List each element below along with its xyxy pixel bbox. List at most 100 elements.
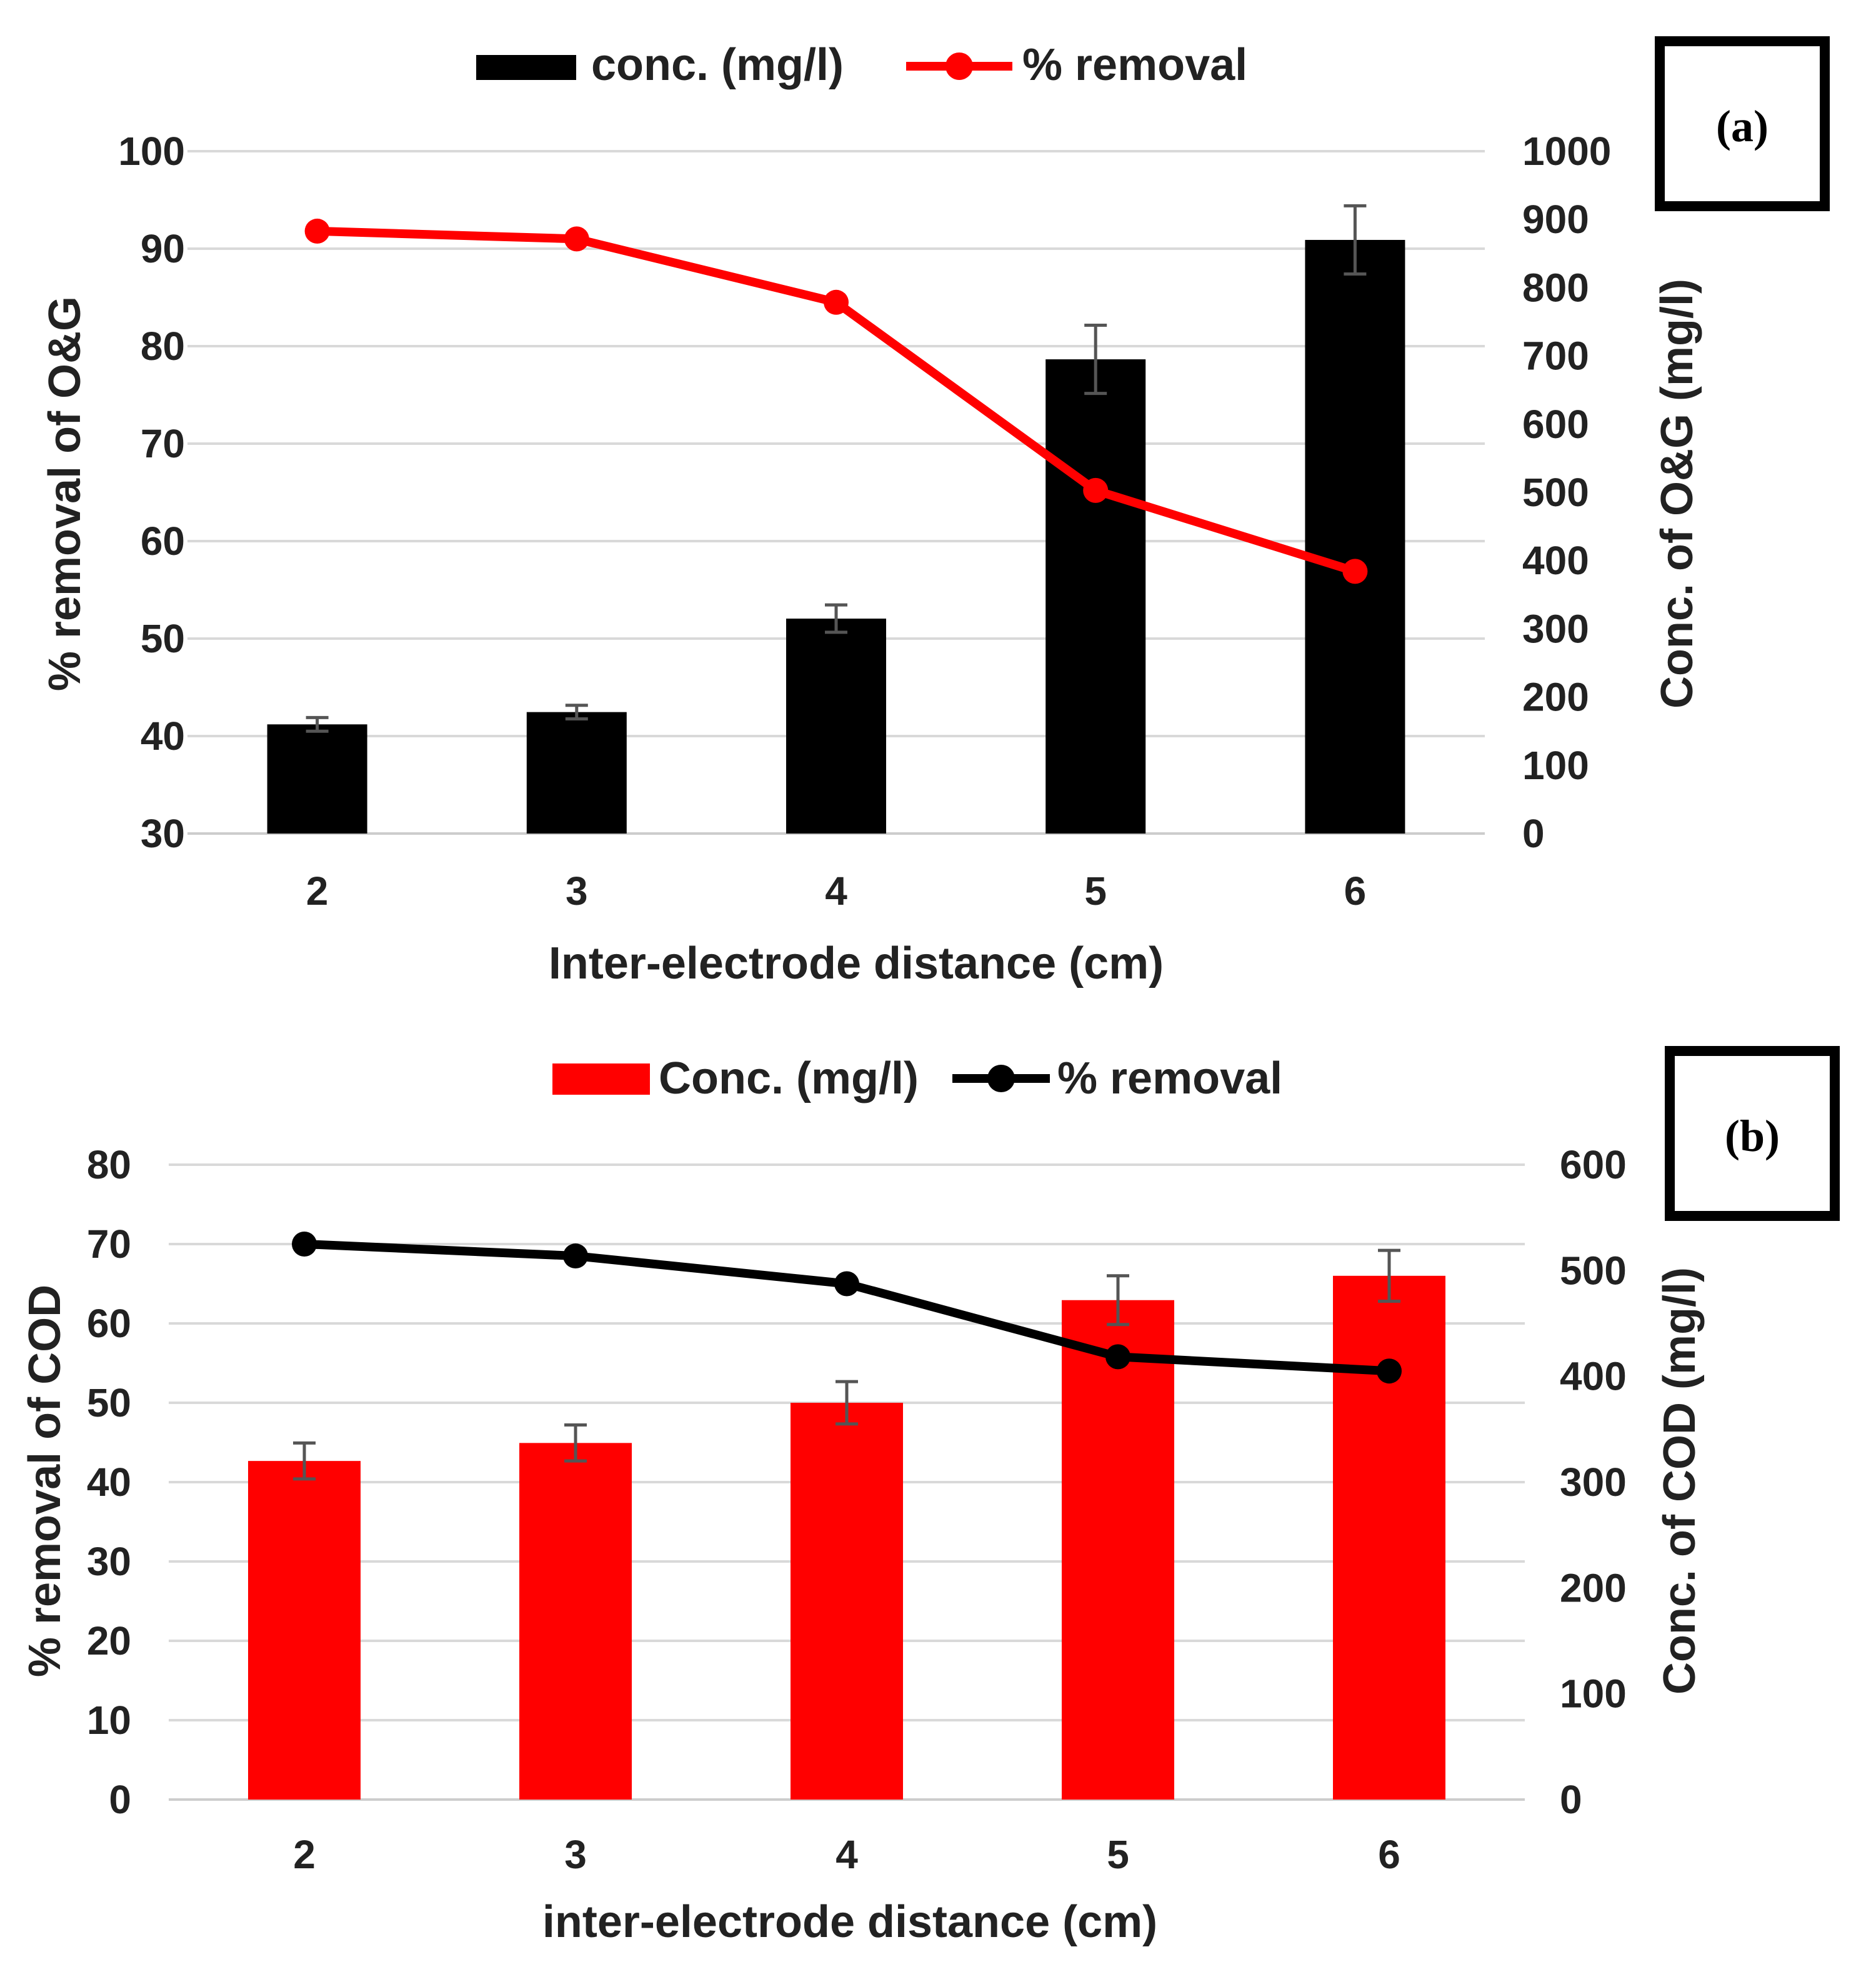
panel-a-right-tick-label: 400	[1522, 538, 1589, 583]
panel-b-tag: (b)	[1725, 1111, 1780, 1161]
panel-b-removal-marker	[834, 1271, 859, 1297]
panel-a-removal-marker	[564, 226, 589, 252]
panel-b-removal-marker	[1105, 1344, 1130, 1370]
panel-b-error-bar	[1107, 1274, 1129, 1327]
panel-b-right-tick-label: 400	[1560, 1354, 1627, 1399]
panel-b-legend-bar-label: Conc. (mg/l)	[659, 1053, 919, 1103]
panel-b-removal-marker	[1377, 1358, 1402, 1384]
panel-b-x-axis-title: inter-electrode distance (cm)	[542, 1897, 1157, 1947]
panel-a-bar	[526, 712, 627, 834]
panel-b-legend: Conc. (mg/l) % removal	[552, 1053, 1282, 1103]
panel-b-x-tick-label: 5	[1107, 1832, 1129, 1877]
panel-a-left-tick-label: 40	[141, 714, 185, 759]
panel-a-legend-bar-label: conc. (mg/l)	[591, 40, 844, 90]
panel-a-error-bar	[1084, 323, 1107, 396]
panel-b-left-tick-label: 40	[87, 1460, 131, 1505]
panel-a-bar	[1045, 359, 1146, 834]
panel-a-left-tick-label: 60	[141, 519, 185, 564]
panel-a-legend-line-label: % removal	[1022, 40, 1247, 90]
panel-b-left-ticks: 0 10 20 30 40 50 60 70 80	[87, 1142, 131, 1822]
panel-a-removal-marker	[1083, 477, 1109, 503]
panel-b-right-tick-label: 200	[1560, 1565, 1627, 1610]
panel-a-right-axis-title: Conc. of O&G (mg/l)	[1652, 279, 1702, 709]
panel-b-error-bar	[1378, 1248, 1400, 1303]
panel-b-right-tick-label: 0	[1560, 1777, 1582, 1822]
panel-b-left-tick-label: 10	[87, 1698, 131, 1743]
panel-a-right-tick-label: 800	[1522, 265, 1589, 310]
panel-b-removal-marker	[563, 1243, 588, 1269]
panel-b-left-axis-title: % removal of COD	[20, 1285, 70, 1677]
panel-b-right-axis-title: Conc. of COD (mg/l)	[1655, 1267, 1705, 1695]
panel-a-right-tick-label: 200	[1522, 675, 1589, 720]
panel-a-left-tick-label: 80	[141, 324, 185, 369]
panel-a-left-tick-label: 100	[118, 129, 185, 174]
panel-a-right-tick-label: 300	[1522, 606, 1589, 651]
panel-a-error-bar	[825, 603, 847, 634]
panel-b-left-tick-label: 80	[87, 1142, 131, 1187]
panel-a-bars	[267, 239, 1405, 834]
panel-a-bar	[786, 619, 886, 834]
panel-a-right-tick-label: 100	[1522, 743, 1589, 788]
panel-b-left-tick-label: 50	[87, 1380, 131, 1425]
panel-b-left-tick-label: 20	[87, 1618, 131, 1663]
panel-a-removal-marker	[824, 289, 849, 315]
panel-b-bar	[1333, 1275, 1445, 1800]
panel-b-bar	[791, 1403, 903, 1800]
panel-b-right-tick-label: 300	[1560, 1460, 1627, 1505]
panel-a-legend-marker	[945, 52, 973, 80]
panel-a-legend-bar-swatch	[476, 55, 576, 80]
panel-b-bar	[248, 1461, 361, 1800]
panel-b-right-tick-label: 100	[1560, 1671, 1627, 1716]
panel-a-bar	[1305, 239, 1405, 834]
panel-a-x-ticks: 2 3 4 5 6	[306, 869, 1366, 914]
panel-b-right-tick-label: 500	[1560, 1248, 1627, 1293]
panel-a-removal-marker	[1342, 559, 1368, 584]
panel-a-error-bar	[565, 704, 588, 721]
panel-b-chart: Conc. (mg/l) % removal (b) 0102030405060…	[20, 1046, 1840, 1947]
panel-b-legend-bar-swatch	[552, 1063, 650, 1095]
panel-a-tag-box	[1655, 36, 1830, 211]
panel-b-right-ticks: 0 100 200 300 400 500 600	[1560, 1142, 1627, 1822]
panel-b-left-tick-label: 70	[87, 1222, 131, 1267]
panel-b-x-ticks: 2 3 4 5 6	[293, 1832, 1400, 1877]
panel-a-left-ticks: 30 40 50 60 70 80 90 100	[118, 129, 185, 856]
panel-b-left-tick-label: 60	[87, 1301, 131, 1346]
panel-a-bar	[267, 724, 367, 834]
panel-b-legend-marker	[987, 1065, 1015, 1092]
panel-a-right-tick-label: 600	[1522, 402, 1589, 447]
panel-b-left-tick-label: 30	[87, 1539, 131, 1584]
panel-a-left-tick-label: 70	[141, 421, 185, 466]
panel-a-tag: (a)	[1716, 101, 1769, 151]
panel-a-right-tick-label: 0	[1522, 811, 1545, 856]
panel-a-left-tick-label: 90	[141, 226, 185, 271]
panel-a-line-series	[304, 218, 1368, 584]
panel-a-error-bars	[306, 204, 1367, 733]
panel-b-error-bar	[564, 1423, 587, 1463]
panel-a-x-tick-label: 4	[825, 869, 847, 914]
panel-b-line-series	[292, 1232, 1402, 1384]
panel-b-x-tick-label: 6	[1378, 1832, 1400, 1877]
panel-b-removal-marker	[292, 1232, 317, 1257]
panel-a-x-tick-label: 2	[306, 869, 329, 914]
panel-a-x-tick-label: 5	[1084, 869, 1107, 914]
panel-a-chart: conc. (mg/l) % removal (a) 3040506070809…	[40, 36, 1830, 988]
panel-a-right-tick-label: 500	[1522, 470, 1589, 515]
panel-b-error-bar	[293, 1441, 316, 1481]
panel-b-right-tick-label: 600	[1560, 1142, 1627, 1187]
panel-b-bar	[1062, 1300, 1174, 1800]
panel-a-left-axis-title: % removal of O&G	[40, 296, 90, 691]
panel-a-error-bar	[306, 715, 329, 733]
panel-a-right-tick-label: 1000	[1522, 129, 1611, 174]
panel-a-x-axis-title: Inter-electrode distance (cm)	[549, 939, 1164, 988]
panel-b-left-tick-label: 0	[109, 1777, 131, 1822]
panel-b-tag-box	[1665, 1046, 1840, 1221]
panel-b-error-bars	[293, 1248, 1400, 1481]
panel-b-legend-line-label: % removal	[1057, 1053, 1282, 1103]
panel-a-right-tick-label: 900	[1522, 197, 1589, 242]
panel-a-removal-marker	[304, 218, 330, 244]
panel-a-removal-line	[317, 226, 1357, 576]
panel-b-error-bar	[836, 1380, 858, 1426]
panel-a-x-tick-label: 3	[566, 869, 588, 914]
panel-b-x-tick-label: 4	[836, 1832, 858, 1877]
